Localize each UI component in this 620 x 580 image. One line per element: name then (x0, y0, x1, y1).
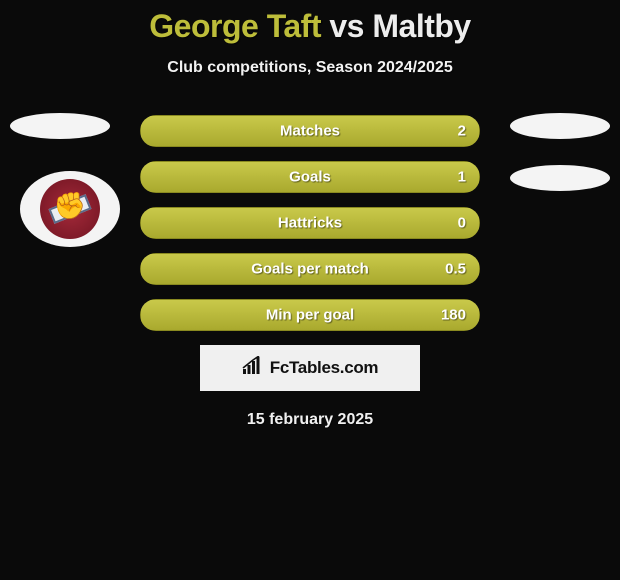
stat-row: Hattricks 0 (140, 207, 480, 239)
stat-label: Min per goal (266, 307, 354, 324)
stat-bars: Matches 2 Goals 1 Hattricks 0 Goals per … (140, 115, 480, 331)
stat-row: Min per goal 180 (140, 299, 480, 331)
stat-label: Matches (280, 123, 340, 140)
stat-value: 1 (458, 169, 466, 186)
stats-content: ✊ Matches 2 Goals 1 Hattricks 0 Goals pe… (0, 115, 620, 429)
stat-row: Matches 2 (140, 115, 480, 147)
stat-value: 0 (458, 215, 466, 232)
stat-label: Goals per match (251, 261, 369, 278)
stat-row: Goals per match 0.5 (140, 253, 480, 285)
player2-name: Maltby (372, 8, 470, 44)
bar-chart-icon (242, 356, 264, 381)
brand-footer: FcTables.com (200, 345, 420, 391)
subtitle: Club competitions, Season 2024/2025 (0, 59, 620, 77)
player2-avatar-placeholder (510, 113, 610, 139)
stat-row: Goals 1 (140, 161, 480, 193)
vs-separator: vs (329, 8, 364, 44)
snapshot-date: 15 february 2025 (0, 411, 620, 429)
player1-name: George Taft (149, 8, 321, 44)
stat-label: Hattricks (278, 215, 342, 232)
stat-label: Goals (289, 169, 331, 186)
stat-value: 0.5 (445, 261, 466, 278)
crest-fist-icon: ✊ (54, 190, 86, 221)
player2-club-placeholder (510, 165, 610, 191)
player1-club-crest: ✊ (20, 171, 120, 247)
stat-value: 2 (458, 123, 466, 140)
comparison-title: George Taft vs Maltby (0, 0, 620, 45)
stat-value: 180 (441, 307, 466, 324)
player1-avatar-placeholder (10, 113, 110, 139)
brand-text: FcTables.com (270, 358, 379, 378)
